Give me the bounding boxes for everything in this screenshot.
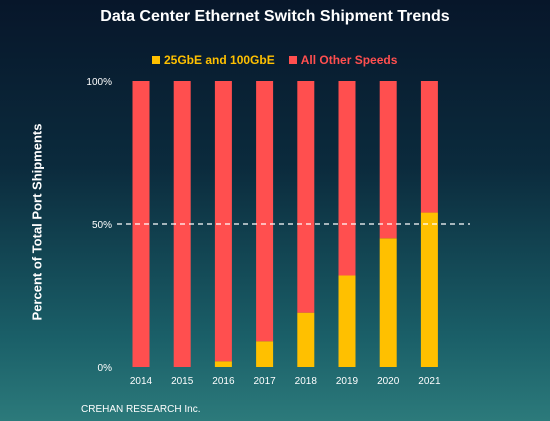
source-credit: CREHAN RESEARCH Inc. [81, 404, 201, 415]
x-tick-label-2019: 2019 [336, 376, 359, 387]
y-tick-label-50: 50% [92, 220, 112, 231]
y-tick-label-0: 0% [98, 363, 113, 374]
legend-label-other-speeds: All Other Speeds [300, 53, 398, 67]
legend-item-other-speeds: All Other Speeds [288, 53, 398, 67]
x-tick-label-2014: 2014 [130, 376, 153, 387]
bar-2016-25g-100g [214, 361, 232, 367]
x-tick-label-2021: 2021 [418, 376, 441, 387]
x-tick-label-2015: 2015 [171, 376, 194, 387]
bar-2020-25g-100g [379, 238, 397, 367]
bar-2019-25g-100g [338, 275, 356, 367]
bar-2020-other-speeds [379, 81, 397, 239]
x-tick-label-2018: 2018 [295, 376, 318, 387]
bar-2021-other-speeds [420, 81, 438, 213]
legend-swatch-25g-100g [152, 56, 160, 64]
bar-2018-25g-100g [297, 312, 315, 367]
legend: 25GbE and 100GbE All Other Speeds [152, 53, 397, 67]
legend-label-25g-100g: 25GbE and 100GbE [164, 53, 275, 67]
x-tick-label-2020: 2020 [377, 376, 400, 387]
bar-2019-other-speeds [338, 81, 356, 276]
bar-2014-other-speeds [132, 81, 150, 367]
legend-item-25g-100g: 25GbE and 100GbE [152, 53, 275, 67]
bar-2021-25g-100g [420, 212, 438, 367]
bar-2018-other-speeds [297, 81, 315, 313]
bar-2017-25g-100g [256, 341, 274, 367]
chart-title: Data Center Ethernet Switch Shipment Tre… [100, 8, 450, 25]
x-tick-label-2016: 2016 [212, 376, 235, 387]
legend-swatch-other-speeds [288, 56, 297, 64]
bar-2017-other-speeds [256, 81, 274, 342]
x-tick-label-2017: 2017 [253, 376, 276, 387]
y-tick-label-100: 100% [86, 77, 112, 88]
bar-2016-other-speeds [214, 81, 232, 362]
